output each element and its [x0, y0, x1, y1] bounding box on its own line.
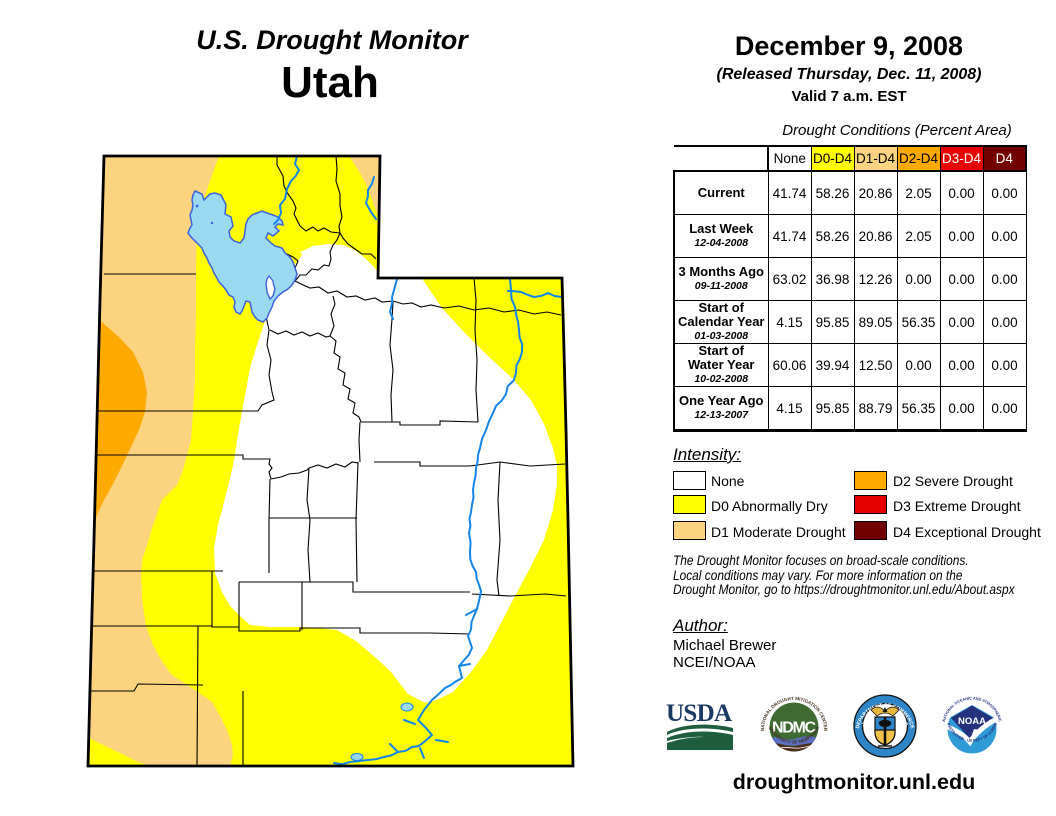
- svg-text:NDMC: NDMC: [772, 720, 816, 737]
- svg-text:USDA: USDA: [666, 702, 732, 727]
- svg-text:NOAA: NOAA: [958, 716, 986, 727]
